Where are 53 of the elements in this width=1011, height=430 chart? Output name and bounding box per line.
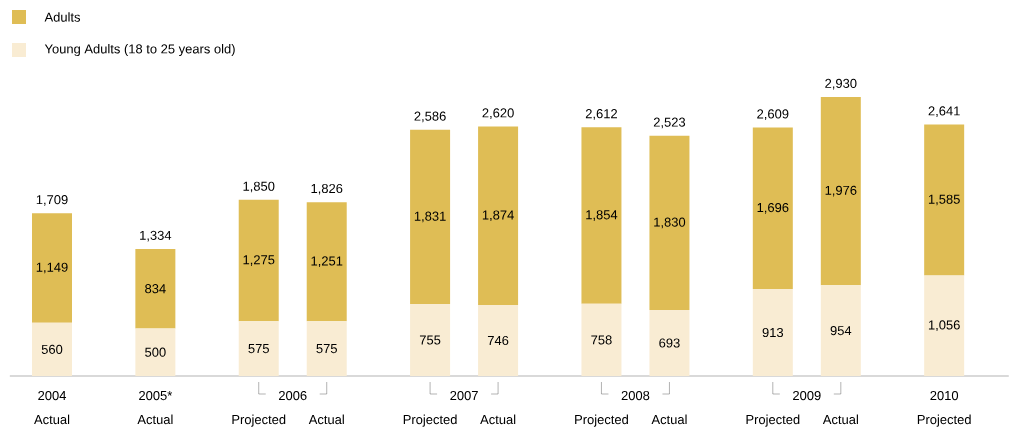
x-tick-label: Projected xyxy=(403,414,457,427)
data-label: 1,056 xyxy=(928,320,960,332)
text: 2004 xyxy=(38,390,67,401)
data-label: 500 xyxy=(145,347,166,357)
x-tick-label: Projected xyxy=(746,414,800,427)
data-label: 954 xyxy=(830,325,852,336)
total-label: 1,709 xyxy=(36,195,68,206)
x-tick-label: Projected xyxy=(917,414,971,427)
data-label: 560 xyxy=(41,344,63,354)
text: 2007 xyxy=(450,390,478,401)
data-label: 1,854 xyxy=(586,210,618,221)
text: 2005* xyxy=(139,390,173,401)
data-label: 1,976 xyxy=(825,185,857,197)
data-label: 755 xyxy=(419,335,441,345)
text: 2010 xyxy=(930,390,959,401)
data-label: 834 xyxy=(145,284,166,294)
data-label: 1,830 xyxy=(654,217,686,229)
x-tick-label: Actual xyxy=(480,414,516,425)
total-label: 1,826 xyxy=(311,183,343,195)
total-label: 2,620 xyxy=(482,108,514,120)
data-label: 575 xyxy=(316,344,337,354)
data-label: 746 xyxy=(487,335,509,346)
data-label: 1,149 xyxy=(36,262,68,274)
x-tick-label: Actual xyxy=(822,414,858,425)
text: 2006 xyxy=(278,390,307,401)
total-label: 2,612 xyxy=(585,109,617,120)
data-label: 1,275 xyxy=(243,255,275,266)
total-label: 2,523 xyxy=(653,117,686,129)
x-tick-label: Projected xyxy=(232,414,286,427)
total-label: 1,334 xyxy=(140,230,172,242)
total-label: 2,930 xyxy=(825,78,857,90)
data-label: 575 xyxy=(248,344,269,354)
total-label: 2,609 xyxy=(757,109,789,121)
total-label: 1,850 xyxy=(243,181,275,193)
total-label: 2,586 xyxy=(414,111,446,123)
text: 2008 xyxy=(621,390,650,401)
data-label: 1,874 xyxy=(482,210,514,222)
data-label: 1,585 xyxy=(928,194,960,206)
legend-label: Adults xyxy=(44,12,81,22)
data-label: 913 xyxy=(762,327,784,338)
data-label: 1,251 xyxy=(311,256,343,268)
data-label: 758 xyxy=(591,335,612,345)
text: 2009 xyxy=(793,390,821,401)
x-tick-label: Projected xyxy=(575,414,628,427)
x-tick-label: Actual xyxy=(651,414,687,425)
total-label: 2,641 xyxy=(928,106,960,118)
x-tick-label: Actual xyxy=(308,414,344,425)
x-tick-label: Actual xyxy=(34,414,70,425)
data-label: 1,831 xyxy=(414,211,446,223)
legend-label: Young Adults (18 to 25 years old) xyxy=(44,43,235,57)
x-tick-label: Actual xyxy=(137,414,173,425)
data-label: 693 xyxy=(659,338,680,348)
data-label: 1,696 xyxy=(757,202,789,214)
